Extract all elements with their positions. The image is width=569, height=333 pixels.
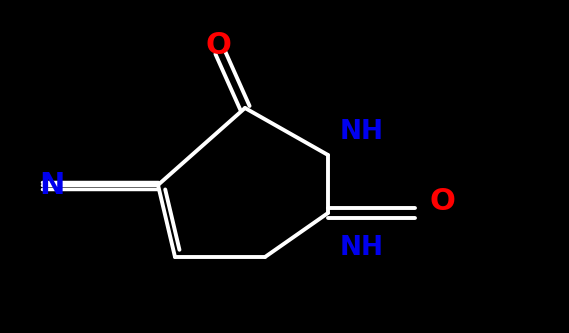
- Text: NH: NH: [340, 235, 384, 261]
- Text: O: O: [205, 31, 231, 60]
- Text: N: N: [39, 170, 65, 199]
- Text: NH: NH: [340, 119, 384, 145]
- Text: O: O: [430, 187, 456, 216]
